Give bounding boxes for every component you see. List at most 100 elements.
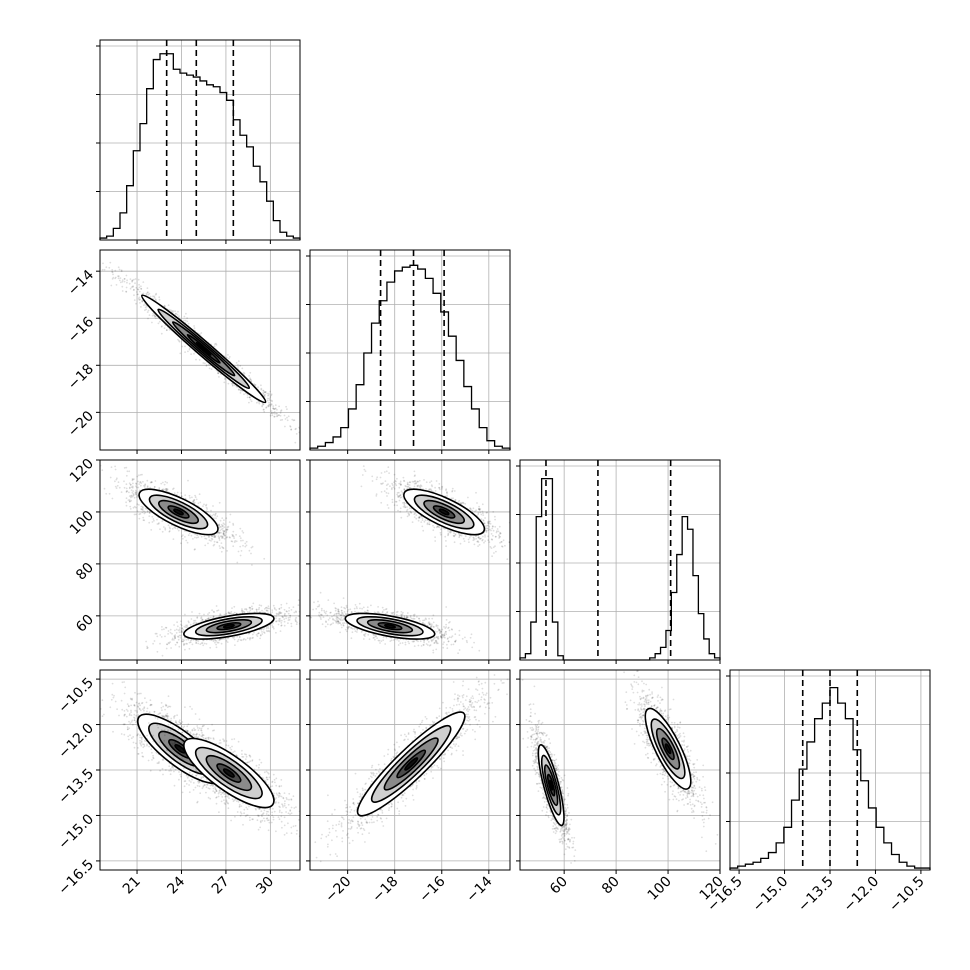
scatter-point [492, 511, 495, 513]
scatter-point [169, 628, 172, 631]
scatter-point [258, 604, 261, 606]
scatter-point [223, 526, 226, 529]
scatter-point [201, 642, 204, 644]
scatter-point [277, 623, 280, 626]
scatter-point [123, 486, 126, 489]
scatter-point [191, 611, 193, 613]
y-tick-label: 60 [73, 612, 97, 636]
scatter-point [482, 514, 485, 516]
scatter-point [268, 397, 271, 400]
scatter-point [280, 410, 282, 412]
scatter-point [111, 271, 114, 274]
scatter-point [197, 642, 200, 645]
scatter-point [399, 494, 402, 496]
scatter-point [177, 529, 180, 532]
scatter-point [146, 486, 149, 489]
scatter-point [193, 619, 195, 622]
scatter-point [271, 626, 274, 628]
scatter-point [211, 609, 214, 612]
scatter-point [144, 306, 147, 309]
scatter-point [126, 490, 129, 492]
scatter-point [425, 488, 427, 490]
scatter-point [475, 491, 477, 494]
scatter-point [238, 635, 241, 638]
scatter-point [253, 383, 256, 385]
scatter-point [153, 314, 156, 316]
scatter-point [175, 628, 178, 631]
scatter-point [275, 620, 277, 623]
scatter-point [268, 403, 270, 406]
scatter-point [174, 629, 176, 632]
scatter-point [222, 532, 225, 535]
scatter-point [131, 279, 134, 282]
scatter-point [272, 604, 275, 607]
scatter-point [151, 314, 154, 317]
scatter-point [152, 518, 155, 520]
scatter-point [222, 546, 224, 549]
scatter-point [115, 284, 118, 286]
scatter-point [262, 393, 265, 395]
scatter-point [185, 539, 188, 542]
scatter-point [257, 386, 259, 389]
scatter-point [203, 642, 206, 645]
scatter-point [239, 527, 242, 530]
scatter-point [275, 609, 278, 611]
scatter-point [163, 628, 165, 631]
scatter-point [144, 309, 146, 312]
scatter-point [462, 537, 465, 540]
scatter-point [278, 608, 281, 610]
scatter-point [140, 306, 142, 308]
scatter-point [210, 537, 213, 540]
scatter-point [130, 499, 133, 502]
scatter-point [236, 640, 239, 643]
scatter-point [240, 539, 242, 542]
scatter-point [133, 294, 135, 297]
scatter-point [236, 386, 239, 388]
scatter-point [153, 640, 156, 642]
scatter-point [248, 396, 251, 399]
scatter-point [154, 293, 157, 296]
scatter-point [454, 498, 457, 501]
scatter-point [210, 639, 213, 642]
scatter-point [385, 470, 388, 473]
scatter-point [495, 550, 497, 553]
scatter-point [231, 540, 234, 543]
scatter-point [146, 646, 149, 649]
scatter-point [144, 484, 147, 487]
scatter-point [248, 611, 251, 613]
scatter-point [181, 537, 184, 540]
scatter-point [211, 538, 214, 541]
scatter-point [294, 428, 297, 431]
scatter-point [253, 631, 255, 634]
scatter-point [267, 629, 270, 632]
scatter-point [220, 642, 223, 645]
scatter-point [221, 535, 224, 538]
scatter-point [128, 495, 131, 497]
scatter-point [176, 527, 179, 530]
scatter-point [234, 540, 237, 542]
scatter-point [187, 350, 189, 353]
scatter-point [176, 625, 179, 628]
scatter-point [452, 497, 454, 500]
scatter-point [117, 275, 119, 278]
scatter-point [179, 636, 182, 639]
scatter-point [188, 641, 191, 644]
scatter-point [137, 297, 140, 300]
scatter-point [464, 503, 467, 505]
scatter-point [128, 500, 131, 503]
scatter-point [221, 524, 224, 527]
scatter-point [164, 480, 167, 483]
scatter-point [259, 634, 262, 637]
scatter-point [128, 500, 131, 503]
scatter-point [239, 537, 242, 539]
scatter-point [408, 487, 411, 489]
scatter-point [121, 279, 124, 281]
scatter-point [269, 405, 272, 407]
scatter-point [230, 610, 233, 613]
scatter-point [217, 531, 220, 534]
scatter-point [181, 638, 184, 641]
scatter-point [164, 626, 167, 629]
scatter-point [280, 612, 283, 614]
scatter-point [213, 345, 216, 348]
scatter-point [141, 509, 144, 511]
